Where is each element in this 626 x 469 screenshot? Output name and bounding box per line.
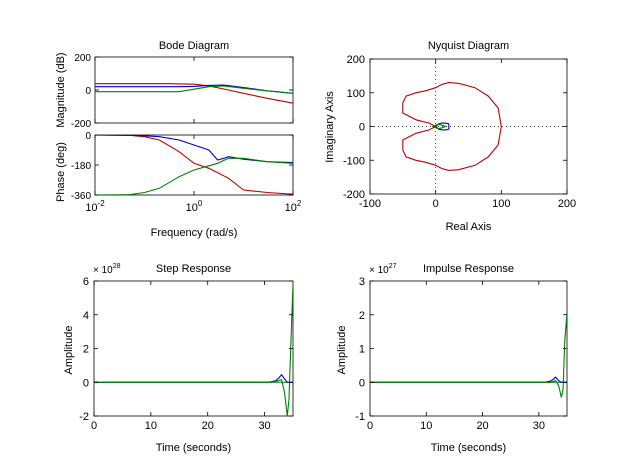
nyquist-xtick-label: 0 xyxy=(433,198,439,210)
impulse-title: Impulse Response xyxy=(423,263,514,275)
step-ytick-label: 6 xyxy=(83,276,89,288)
impulse-xtick-label: 30 xyxy=(533,420,545,432)
step-series-green xyxy=(94,284,293,416)
bode-mag-ytick-label: 200 xyxy=(74,53,91,64)
impulse-ytick-label: 0 xyxy=(359,377,365,389)
bode-mag-ytick-label: 0 xyxy=(85,86,91,97)
bode-phase-ytick-label: -360 xyxy=(71,191,91,202)
nyquist-series-blue xyxy=(435,122,450,131)
nyquist-xlabel: Real Axis xyxy=(446,221,492,233)
bode-xlabel: Frequency (rad/s) xyxy=(151,227,238,239)
bode-phase-axes xyxy=(94,134,294,196)
impulse-xtick-label: 0 xyxy=(367,420,373,432)
nyquist-ytick-label: 0 xyxy=(359,122,365,134)
nyquist-ylabel: Imaginary Axis xyxy=(324,91,336,163)
nyquist-series-green xyxy=(432,123,448,130)
nyquist-xtick-label: 100 xyxy=(492,198,510,210)
step-xtick-label: 30 xyxy=(258,420,270,432)
nyquist-series-red xyxy=(402,82,502,171)
impulse-series-green xyxy=(370,313,567,398)
step-ytick-label: 0 xyxy=(83,377,89,389)
nyquist-xtick-label: 200 xyxy=(558,198,576,210)
bode-xtick-label: 100 xyxy=(186,199,203,214)
bode-phase-series-red xyxy=(95,135,293,195)
step-xlabel: Time (seconds) xyxy=(156,442,231,454)
impulse-ytick-label: -1 xyxy=(355,411,365,423)
bode-phase-ylabel: Phase (deg) xyxy=(55,142,67,202)
nyquist-xtick-label: -100 xyxy=(359,198,381,210)
step-xtick-label: 0 xyxy=(91,420,97,432)
bode-phase-series-green xyxy=(95,157,293,195)
step-ytick-label: 2 xyxy=(83,344,89,356)
step-axes xyxy=(93,280,294,417)
step-exponent: × 1028 xyxy=(93,263,121,276)
step-ytick-label: 4 xyxy=(83,310,89,322)
bode-phase-ytick-label: -180 xyxy=(71,161,91,172)
bode-title: Bode Diagram xyxy=(159,40,229,52)
bode-phase-ytick-label: 0 xyxy=(85,131,91,142)
step-xtick-label: 20 xyxy=(202,420,214,432)
step-ylabel: Amplitude xyxy=(63,326,75,375)
step-title: Step Response xyxy=(156,263,231,275)
nyquist-ytick-label: -200 xyxy=(343,189,365,201)
bode-mag-ylabel: Magnitude (dB) xyxy=(55,52,67,127)
impulse-ytick-label: 3 xyxy=(359,276,365,288)
bode-phase-series-blue xyxy=(95,135,293,164)
nyquist-title: Nyquist Diagram xyxy=(428,40,509,52)
impulse-ylabel: Amplitude xyxy=(336,326,348,375)
nyquist-axes xyxy=(369,58,568,195)
impulse-xtick-label: 20 xyxy=(476,420,488,432)
step-xtick-label: 10 xyxy=(145,420,157,432)
bode-mag-ytick-label: -200 xyxy=(71,119,91,130)
impulse-axes xyxy=(369,280,568,417)
nyquist-ytick-label: 200 xyxy=(347,54,365,66)
impulse-xtick-label: 10 xyxy=(420,420,432,432)
bode-mag-series-green xyxy=(95,85,293,94)
nyquist-ytick-label: 100 xyxy=(347,88,365,100)
step-ytick-label: -2 xyxy=(79,411,89,423)
impulse-xlabel: Time (seconds) xyxy=(431,442,506,454)
impulse-ytick-label: 1 xyxy=(359,344,365,356)
bode-xtick-label: 10-2 xyxy=(85,199,105,214)
nyquist-ytick-label: -100 xyxy=(343,155,365,167)
impulse-ytick-label: 2 xyxy=(359,310,365,322)
bode-xtick-label: 102 xyxy=(285,199,302,214)
impulse-exponent: × 1027 xyxy=(369,263,397,276)
